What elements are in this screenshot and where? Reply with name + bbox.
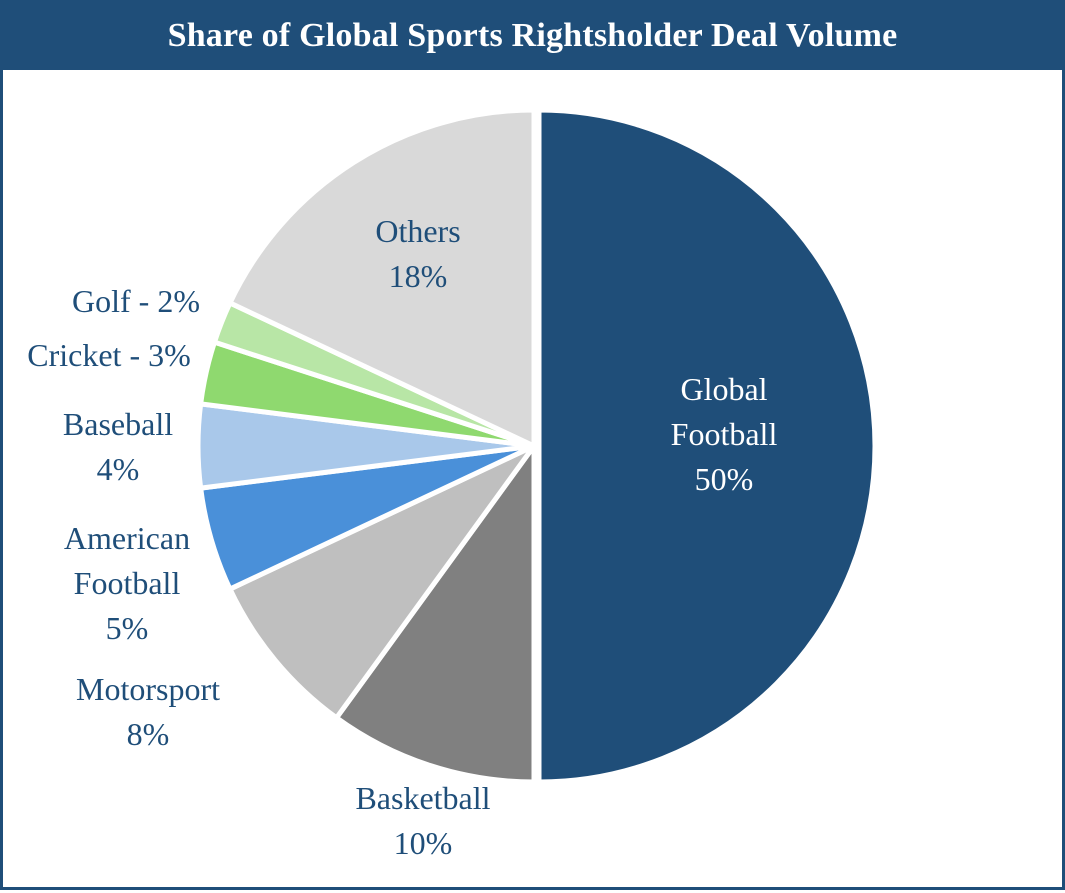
slice-label-line: Golf - 2% xyxy=(72,283,200,319)
slice-label-baseball: Baseball 4% xyxy=(63,406,173,487)
pie-slice-others xyxy=(227,107,537,449)
slice-label-american-football: American Football 5% xyxy=(64,520,190,646)
slice-label-line: Motorsport xyxy=(76,671,220,707)
title-bar: Share of Global Sports Rightsholder Deal… xyxy=(3,3,1062,70)
slice-label-line: Basketball xyxy=(355,780,490,816)
slice-label-golf: Golf - 2% xyxy=(72,283,200,319)
slice-label-line: 5% xyxy=(106,610,149,646)
slice-label-global-football: Global Football 50% xyxy=(671,371,778,497)
slice-label-line: 10% xyxy=(394,825,453,861)
slice-label-others: Others 18% xyxy=(375,213,460,294)
pie-slice-basketball xyxy=(334,443,537,785)
slice-label-cricket: Cricket - 3% xyxy=(27,337,191,373)
slice-label-line: Others xyxy=(375,213,460,249)
slice-label-line: Football xyxy=(74,565,181,601)
pie-slice-global-football xyxy=(536,107,878,785)
slice-label-basketball: Basketball 10% xyxy=(355,780,490,861)
pie-chart: Global Football 50% Basketball 10% Motorsport… xyxy=(27,107,878,861)
slice-label-motorsport: Motorsport 8% xyxy=(76,671,220,752)
slice-label-line: 50% xyxy=(695,461,754,497)
slice-label-line: American xyxy=(64,520,190,556)
slice-label-line: Global xyxy=(680,371,767,407)
slice-label-line: Football xyxy=(671,416,778,452)
slice-label-line: Cricket - 3% xyxy=(27,337,191,373)
slice-label-line: 8% xyxy=(127,716,170,752)
slice-label-line: Baseball xyxy=(63,406,173,442)
slice-label-line: 4% xyxy=(97,451,140,487)
pie-slice-motorsport xyxy=(227,443,537,721)
slice-label-line: 18% xyxy=(389,258,448,294)
chart-title: Share of Global Sports Rightsholder Deal… xyxy=(167,16,898,54)
